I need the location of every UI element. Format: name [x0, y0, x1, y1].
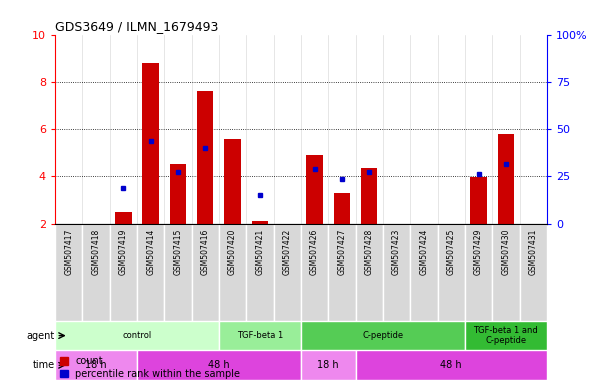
Bar	[137, 351, 301, 380]
Bar	[356, 223, 383, 321]
Text: agent: agent	[27, 331, 55, 341]
Text: GSM507417: GSM507417	[64, 228, 73, 275]
Text: GDS3649 / ILMN_1679493: GDS3649 / ILMN_1679493	[55, 20, 218, 33]
Bar	[252, 221, 268, 223]
Text: GSM507425: GSM507425	[447, 228, 456, 275]
Bar	[55, 223, 82, 321]
Bar	[497, 134, 514, 223]
Text: GSM507424: GSM507424	[419, 228, 428, 275]
Text: GSM507414: GSM507414	[146, 228, 155, 275]
Text: GSM507427: GSM507427	[337, 228, 346, 275]
Bar	[164, 223, 192, 321]
Bar	[492, 223, 519, 321]
Bar	[306, 155, 323, 223]
Text: time: time	[33, 360, 55, 370]
Bar	[410, 223, 437, 321]
Bar	[170, 164, 186, 223]
Bar	[383, 223, 410, 321]
Text: GSM507421: GSM507421	[255, 228, 265, 275]
Text: control: control	[122, 331, 152, 340]
Text: GSM507426: GSM507426	[310, 228, 319, 275]
Text: TGF-beta 1 and
C-peptide: TGF-beta 1 and C-peptide	[474, 326, 538, 345]
Bar	[137, 223, 164, 321]
Text: 48 h: 48 h	[208, 360, 230, 370]
Bar	[197, 91, 213, 223]
Bar	[465, 321, 547, 351]
Text: GSM507429: GSM507429	[474, 228, 483, 275]
Text: GSM507420: GSM507420	[228, 228, 237, 275]
Text: GSM507428: GSM507428	[365, 228, 374, 275]
Text: GSM507418: GSM507418	[92, 228, 100, 275]
Text: TGF-beta 1: TGF-beta 1	[237, 331, 283, 340]
Bar	[224, 139, 241, 223]
Bar	[437, 223, 465, 321]
Text: 18 h: 18 h	[85, 360, 107, 370]
Bar	[109, 223, 137, 321]
Text: GSM507430: GSM507430	[502, 228, 510, 275]
Bar	[246, 223, 274, 321]
Text: GSM507416: GSM507416	[201, 228, 210, 275]
Text: 48 h: 48 h	[441, 360, 462, 370]
Bar	[115, 212, 131, 223]
Bar	[519, 223, 547, 321]
Bar	[219, 223, 246, 321]
Bar	[465, 223, 492, 321]
Bar	[219, 321, 301, 351]
Bar	[192, 223, 219, 321]
Bar	[274, 223, 301, 321]
Bar	[55, 321, 219, 351]
Bar	[356, 351, 547, 380]
Text: GSM507419: GSM507419	[119, 228, 128, 275]
Bar	[361, 168, 378, 223]
Bar	[470, 177, 487, 223]
Bar	[301, 321, 465, 351]
Bar	[301, 223, 328, 321]
Bar	[82, 223, 109, 321]
Bar	[334, 193, 350, 223]
Text: GSM507422: GSM507422	[283, 228, 292, 275]
Text: GSM507423: GSM507423	[392, 228, 401, 275]
Legend: count, percentile rank within the sample: count, percentile rank within the sample	[60, 356, 240, 379]
Text: GSM507431: GSM507431	[529, 228, 538, 275]
Bar	[142, 63, 159, 223]
Bar	[328, 223, 356, 321]
Text: C-peptide: C-peptide	[362, 331, 403, 340]
Bar	[301, 351, 356, 380]
Text: GSM507415: GSM507415	[174, 228, 183, 275]
Bar	[55, 351, 137, 380]
Text: 18 h: 18 h	[318, 360, 339, 370]
